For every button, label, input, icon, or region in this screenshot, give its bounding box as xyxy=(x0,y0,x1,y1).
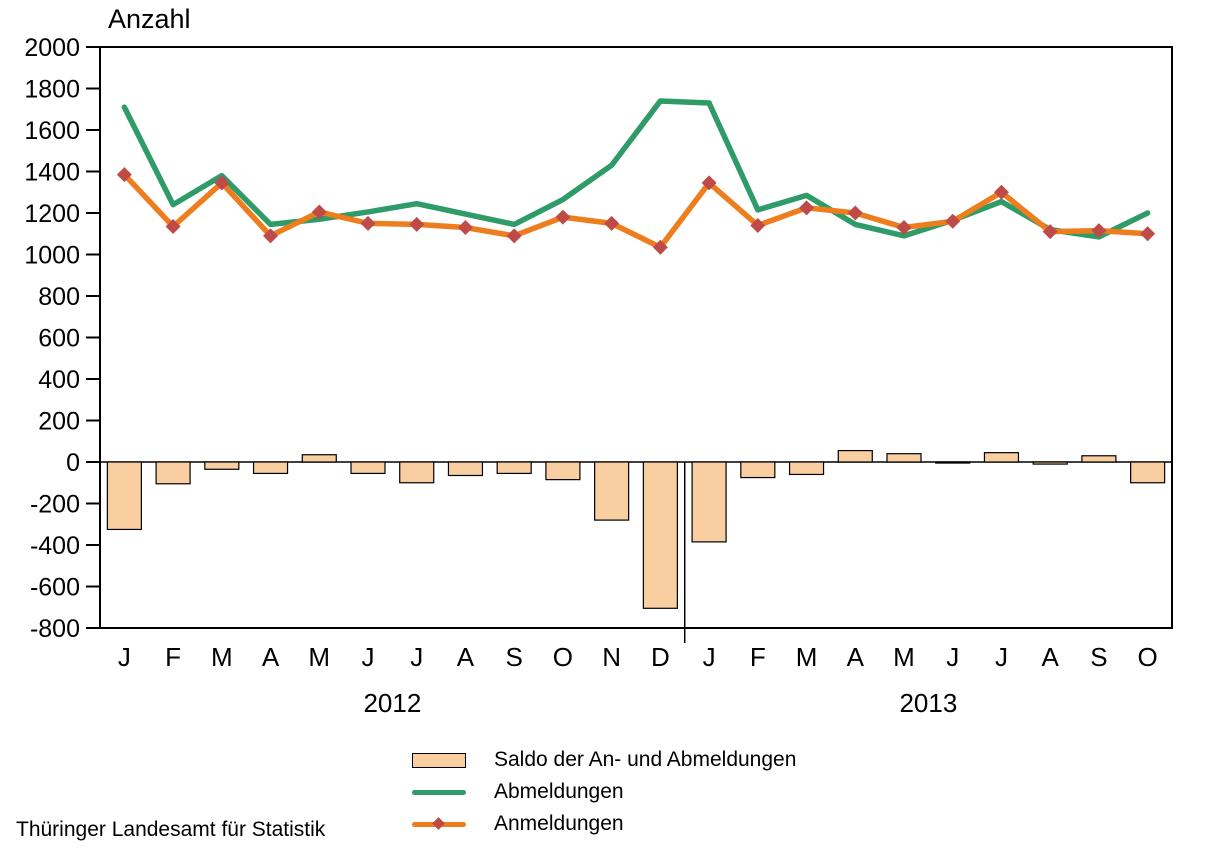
month-label: O xyxy=(1138,642,1158,672)
anmeldungen-marker xyxy=(165,218,181,234)
month-label: A xyxy=(847,642,865,672)
saldo-bar xyxy=(886,453,922,463)
chart-canvas: -800 -600 -400 -200 0 200 400 600 800 1000 1200 140… xyxy=(24,34,1173,718)
anmeldungen-marker xyxy=(1042,224,1058,240)
saldo-bar xyxy=(1130,461,1166,484)
y-tick-label: 400 xyxy=(38,366,80,394)
month-label: D xyxy=(651,642,670,672)
anmeldungen-marker xyxy=(214,175,230,191)
y-tick-label: 600 xyxy=(38,325,80,353)
y-axis-title: Anzahl xyxy=(108,4,191,34)
anmeldungen-line xyxy=(121,171,1151,250)
saldo-bar xyxy=(642,461,678,609)
saldo-bar xyxy=(252,461,289,475)
anmeldungen-marker xyxy=(555,209,571,225)
saldo-bar xyxy=(935,461,971,464)
saldo-bar xyxy=(447,461,484,477)
saldo-bar xyxy=(545,461,581,481)
anmeldungen-marker xyxy=(945,213,961,229)
month-label: M xyxy=(796,642,818,672)
anmeldungen-marker xyxy=(409,216,425,232)
y-tick-label: 2000 xyxy=(24,34,80,62)
anmeldungen-line-swatch-icon xyxy=(412,816,466,830)
legend-item-saldo: Saldo der An- und Abmeldungen xyxy=(412,744,796,776)
saldo-bar xyxy=(155,461,191,485)
anmeldungen-marker xyxy=(311,204,327,220)
anmeldungen-marker xyxy=(993,184,1009,200)
saldo-bar xyxy=(837,449,873,463)
y-tick-label: -800 xyxy=(30,615,80,643)
abmeldungen-line xyxy=(121,98,1151,240)
saldo-bar xyxy=(740,461,776,479)
saldo-bar xyxy=(691,461,727,543)
saldo-bar xyxy=(496,461,532,475)
saldo-bar xyxy=(594,461,630,521)
month-label: J xyxy=(362,642,375,672)
y-tick-label: -600 xyxy=(30,574,80,602)
y-tick-label: 800 xyxy=(38,283,80,311)
y-tick-label: 1400 xyxy=(24,159,80,187)
legend-item-abmeldungen: Abmeldungen xyxy=(412,776,796,808)
y-tick-label: 1600 xyxy=(24,117,80,145)
saldo-bar xyxy=(106,461,142,531)
month-label: J xyxy=(118,642,131,672)
month-label: S xyxy=(506,642,523,672)
anmeldungen-marker xyxy=(847,205,863,221)
saldo-bar xyxy=(399,461,435,484)
y-tick-label: 1800 xyxy=(24,76,80,104)
anmeldungen-marker xyxy=(896,220,912,236)
month-label: F xyxy=(750,642,766,672)
chart-legend: Saldo der An- und Abmeldungen Abmeldunge… xyxy=(412,744,796,840)
y-tick-label: 0 xyxy=(66,449,80,477)
anmeldungen-marker xyxy=(799,200,815,216)
anmeldungen-marker xyxy=(360,215,376,231)
month-label: A xyxy=(457,642,475,672)
source-text: Thüringer Landesamt für Statistik xyxy=(16,818,326,841)
month-label: M xyxy=(211,642,233,672)
anmeldungen-marker xyxy=(701,175,717,191)
anmeldungen-marker xyxy=(263,228,279,244)
month-label: A xyxy=(262,642,280,672)
y-tick-label: 1000 xyxy=(24,242,80,270)
anmeldungen-marker xyxy=(652,239,668,255)
saldo-bar xyxy=(1081,455,1117,463)
anmeldungen-marker xyxy=(116,167,132,183)
month-label: J xyxy=(946,642,959,672)
legend-label-saldo: Saldo der An- und Abmeldungen xyxy=(494,748,797,771)
month-label: J xyxy=(703,642,716,672)
anmeldungen-marker xyxy=(1091,223,1107,239)
saldo-bar xyxy=(301,454,337,463)
saldo-bar xyxy=(204,461,240,470)
y-tick-label: -200 xyxy=(30,491,80,519)
month-label: A xyxy=(1042,642,1060,672)
saldo-bar-swatch-icon xyxy=(412,752,466,768)
abmeldungen-line-swatch-icon xyxy=(412,789,466,795)
anmeldungen-marker xyxy=(1140,226,1156,242)
legend-item-anmeldungen: Anmeldungen xyxy=(412,808,796,840)
year-label: 2012 xyxy=(363,688,421,718)
month-label: F xyxy=(165,642,181,672)
month-label: J xyxy=(410,642,423,672)
legend-label-abmeldungen: Abmeldungen xyxy=(494,780,624,803)
y-tick-label: 200 xyxy=(38,408,80,436)
legend-label-anmeldungen: Anmeldungen xyxy=(494,812,624,835)
year-label: 2013 xyxy=(899,688,957,718)
y-tick-label: -400 xyxy=(30,532,80,560)
y-tick-label: 1200 xyxy=(24,200,80,228)
saldo-bar xyxy=(983,452,1020,463)
anmeldungen-marker xyxy=(750,217,766,233)
saldo-bar xyxy=(1032,461,1068,465)
anmeldungen-marker xyxy=(506,228,522,244)
saldo-bar xyxy=(788,461,825,476)
anmeldungen-marker xyxy=(457,220,473,236)
month-label: M xyxy=(893,642,915,672)
month-label: S xyxy=(1090,642,1107,672)
month-label: O xyxy=(553,642,573,672)
saldo-bar xyxy=(350,461,386,475)
month-label: M xyxy=(308,642,330,672)
anmeldungen-marker xyxy=(604,215,620,231)
month-label: N xyxy=(602,642,621,672)
month-label: J xyxy=(995,642,1008,672)
